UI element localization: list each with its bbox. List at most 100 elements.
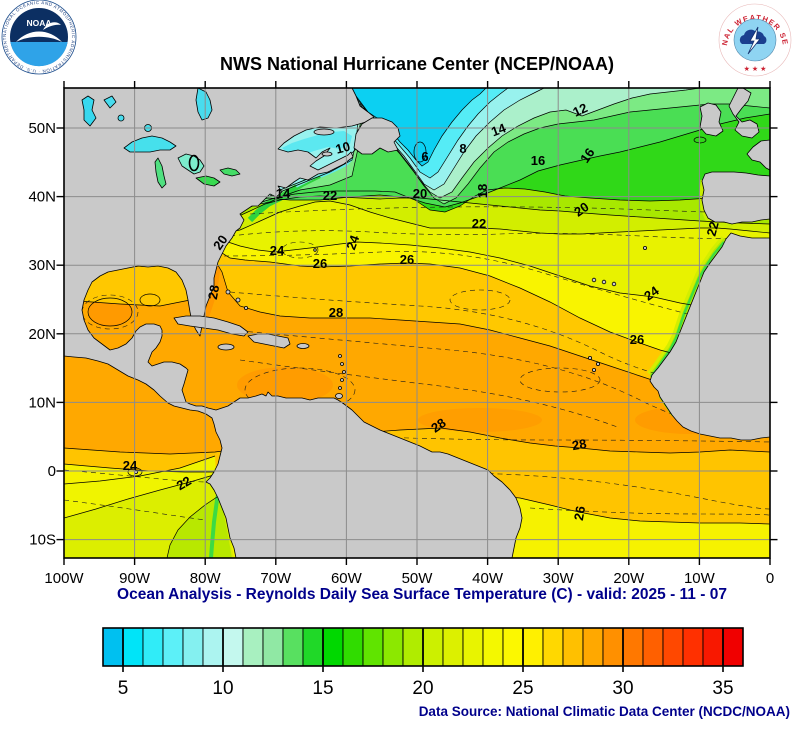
lake-superior	[123, 135, 177, 153]
nws-stars: ★ ★ ★	[744, 65, 767, 73]
colorbar-segment	[282, 627, 304, 667]
cape-verde-islet	[588, 355, 593, 360]
lat-axis-label: 0	[48, 463, 56, 480]
britain-island	[728, 88, 760, 139]
iberia-coastal-strip	[699, 179, 733, 228]
colorbar-segment	[322, 627, 344, 667]
isotherm-labels: 10 6 8 14 12 16 16 14 22 20 18 22 20 22 20 24 24 26 26 24 26…	[123, 100, 722, 522]
newfoundland-island	[353, 117, 401, 155]
lat-axis-label: 40N	[28, 189, 56, 206]
trinidad-island	[335, 393, 343, 399]
colorbar-segment	[462, 627, 484, 667]
colorbar-segment	[522, 627, 544, 667]
lat-axis-label: 10S	[29, 532, 56, 549]
map-axes: 50N 40N 30N 20N 10N 0 10S 100W 90W 80W 70W 60W 50W 40…	[28, 81, 778, 587]
france-landmass	[746, 139, 770, 171]
ocean-temperature-field	[64, 88, 770, 558]
isotherm-value-label: 28	[428, 415, 448, 436]
isotherm-value-label: 18	[475, 184, 490, 198]
colorbar-segment	[122, 627, 144, 667]
puerto-rico-island	[296, 343, 310, 349]
cape-verde-islet	[592, 367, 597, 372]
lon-axis-label: 0	[766, 570, 774, 587]
isotherm-value-label: 20	[571, 199, 591, 220]
lat-axis-label: 50N	[28, 120, 56, 137]
lon-axis-label: 50W	[402, 570, 434, 587]
lake-huron-contour-ring	[188, 154, 200, 172]
lon-axis-label: 30W	[543, 570, 575, 587]
isotherm-value-label: 6	[421, 149, 428, 164]
isotherm-value-label: 16	[577, 145, 598, 165]
isotherm-value-label: 20	[413, 186, 427, 201]
antilles-islet	[338, 386, 342, 390]
colorbar-segment	[262, 627, 284, 667]
colorbar-segment	[342, 627, 364, 667]
colorbar-segment	[302, 627, 324, 667]
colorbar-segment	[102, 627, 124, 667]
lon-axis-label: 70W	[260, 570, 292, 587]
colorbar-segment	[622, 627, 644, 667]
colorbar-segment	[382, 627, 404, 667]
colorbar-segment	[442, 627, 464, 667]
madeira-island	[643, 245, 648, 250]
nws-ring-text: NATIONAL WEATHER SERVICE	[0, 0, 790, 46]
lat-axis-label: 20N	[28, 326, 56, 343]
lake-winnipeg	[81, 95, 97, 127]
equatorial-warm-pool	[418, 408, 542, 432]
isotherm-value-label: 12	[570, 100, 589, 120]
lon-axis-label: 60W	[331, 570, 363, 587]
isotherm-value-label: 22	[472, 216, 486, 231]
canary-islet	[601, 279, 607, 285]
colorbar-segment	[602, 627, 624, 667]
isotherm-value-label: 14	[276, 186, 291, 201]
lat-axis-label: 30N	[28, 257, 56, 274]
colorbar-tick-label: 25	[512, 678, 533, 699]
st-lawrence-gulf-water	[282, 131, 352, 156]
colorbar-tick-label: 35	[712, 678, 733, 699]
canary-islet	[611, 281, 617, 287]
isotherm-value-label: 20	[210, 232, 231, 252]
bahamas-islet	[243, 305, 248, 310]
lon-axis-label: 40W	[472, 570, 504, 587]
lon-axis-label: 90W	[119, 570, 151, 587]
colorbar-segment	[562, 627, 584, 667]
antilles-islet	[340, 378, 344, 382]
prince-edward-island	[321, 151, 333, 157]
lon-axis-label: 20W	[613, 570, 645, 587]
data-source-note: Data Source: National Climatic Data Cent…	[418, 704, 790, 719]
canary-islet	[591, 277, 597, 283]
isotherm-value-label: 26	[571, 505, 588, 522]
graticule	[64, 88, 770, 558]
isotherm-value-label: 26	[630, 332, 644, 347]
colorbar-tick-label: 20	[412, 678, 433, 699]
isotherm-value-label: 16	[531, 153, 545, 168]
bermuda-island	[313, 248, 317, 252]
isotherm-value-label: 14	[489, 120, 508, 139]
antilles-islet	[340, 362, 344, 366]
isotherm-value-label: 8	[459, 141, 466, 156]
lakes	[81, 88, 241, 189]
colorbar-segment	[662, 627, 684, 667]
bahamas-islet	[235, 297, 241, 303]
colorbar-segment	[542, 627, 564, 667]
isotherm-value-label: 22	[704, 220, 722, 238]
isotherm-value-label: 24	[343, 232, 362, 251]
lake-ontario	[219, 167, 241, 177]
lon-axis-label: 10W	[684, 570, 716, 587]
isotherm-value-label: 22	[174, 473, 194, 493]
map-subtitle: Ocean Analysis - Reynolds Daily Sea Surf…	[117, 586, 727, 603]
colorbar-tick-label: 30	[612, 678, 633, 699]
colorbar-segment	[402, 627, 424, 667]
isotherm-value-label: 22	[323, 188, 337, 203]
noaa-logo: NATIONAL OCEANIC AND ATMOSPHERIC ADMINIS…	[0, 0, 77, 75]
bahamas-islet	[225, 289, 231, 295]
colorbar-segment	[642, 627, 664, 667]
gulf-loop-warm-eddy	[88, 298, 132, 326]
isotherm-value-label: 26	[400, 252, 414, 267]
jamaica-island	[217, 343, 235, 351]
anticosti-island	[313, 128, 335, 136]
isotherm-value-label: 28	[205, 284, 222, 301]
colorbar-segment	[162, 627, 184, 667]
colorbar-tick-label: 5	[118, 678, 129, 699]
